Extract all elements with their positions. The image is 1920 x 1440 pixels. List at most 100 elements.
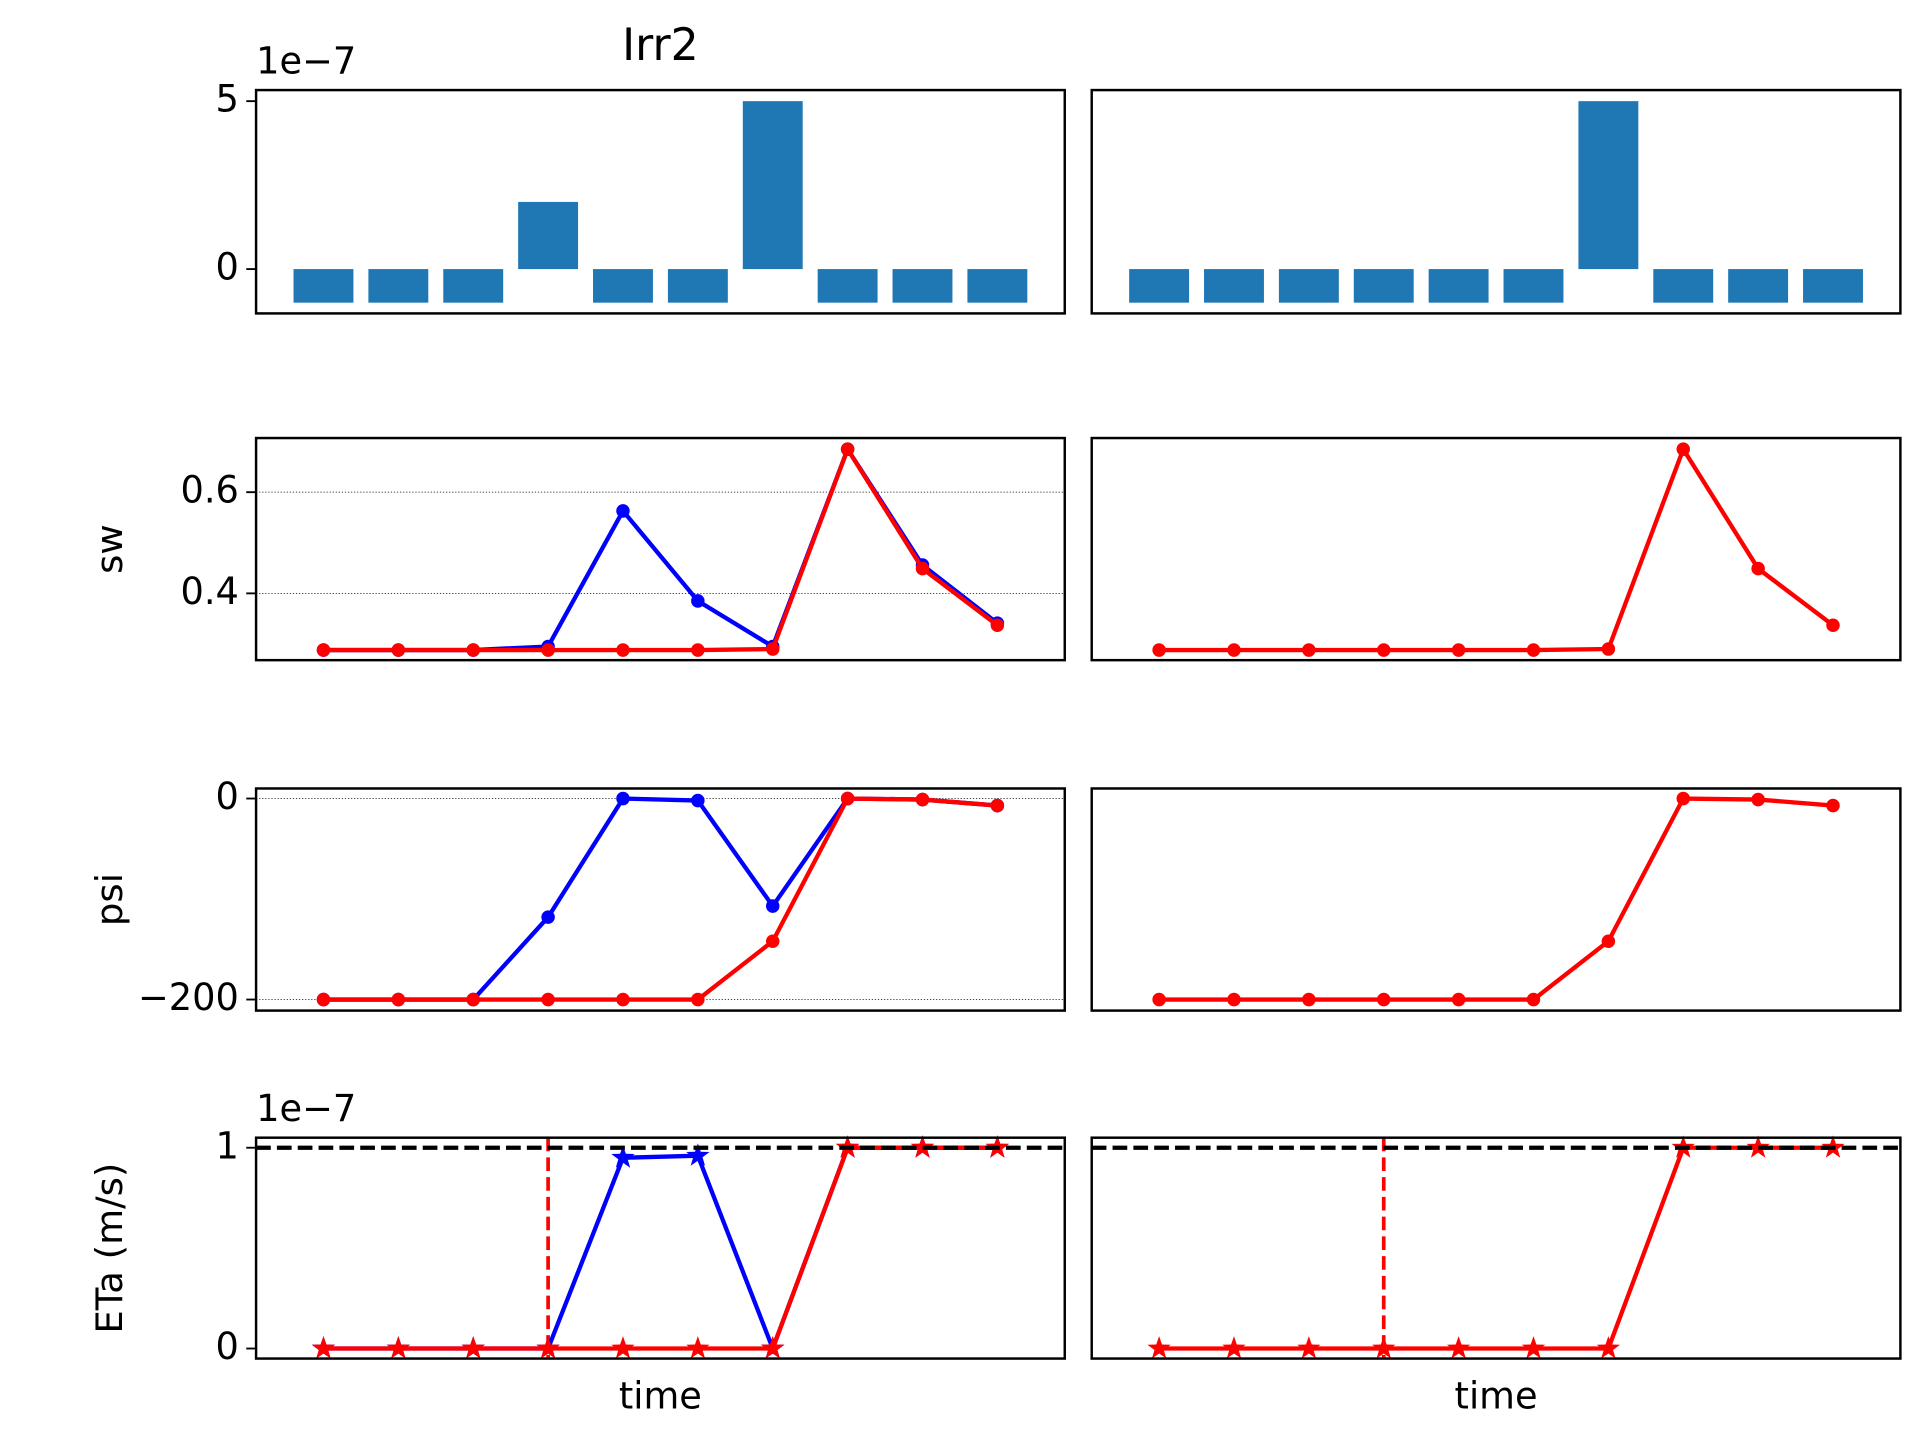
point-marker bbox=[1377, 643, 1391, 657]
star-marker bbox=[1222, 1336, 1246, 1359]
axes-frame bbox=[1090, 88, 1902, 315]
point-marker bbox=[765, 934, 780, 949]
bar bbox=[1278, 269, 1339, 303]
point-marker bbox=[840, 791, 855, 806]
axes-frame bbox=[1090, 1136, 1902, 1360]
star-marker bbox=[1446, 1336, 1471, 1359]
point-marker bbox=[990, 618, 1005, 633]
y-tick-label: 1 bbox=[216, 1124, 239, 1167]
point-marker bbox=[616, 504, 630, 518]
series-line bbox=[1159, 444, 1835, 653]
point-marker bbox=[1302, 992, 1316, 1007]
point-marker bbox=[1152, 643, 1166, 657]
y-tick-label: 0.6 bbox=[180, 469, 238, 512]
point-marker bbox=[616, 992, 630, 1007]
point-marker bbox=[466, 643, 480, 657]
point-marker bbox=[1526, 643, 1541, 657]
axes-frame bbox=[254, 88, 1066, 315]
offset-text: 1e−7 bbox=[256, 1087, 356, 1130]
point-marker bbox=[1676, 791, 1690, 806]
point-marker bbox=[1751, 792, 1765, 807]
star-marker bbox=[311, 1336, 336, 1359]
star-marker bbox=[461, 1336, 485, 1359]
point-marker bbox=[1751, 561, 1765, 576]
bar bbox=[368, 269, 429, 303]
y-axis-label: psi bbox=[88, 873, 131, 926]
point-marker bbox=[691, 992, 705, 1007]
axes-frame bbox=[254, 436, 1066, 662]
point-marker bbox=[840, 442, 855, 456]
star-marker bbox=[386, 1336, 411, 1359]
x-axis-label: time bbox=[1455, 1374, 1538, 1417]
offset-text: 1e−7 bbox=[256, 39, 356, 82]
point-marker bbox=[316, 643, 331, 657]
star-marker bbox=[761, 1336, 785, 1359]
point-marker bbox=[466, 992, 480, 1007]
point-marker bbox=[691, 793, 705, 808]
bar bbox=[1578, 101, 1639, 270]
point-marker bbox=[915, 792, 930, 807]
bar bbox=[892, 269, 953, 303]
series-line bbox=[323, 1145, 998, 1355]
bar bbox=[1428, 269, 1489, 303]
series-line bbox=[323, 444, 999, 653]
point-marker bbox=[1826, 798, 1840, 813]
bar bbox=[593, 269, 653, 303]
x-axis-label: time bbox=[619, 1374, 702, 1417]
y-axis-label: sw bbox=[88, 524, 131, 574]
star-marker bbox=[536, 1336, 560, 1359]
y-tick-label: 0 bbox=[216, 246, 239, 289]
star-marker bbox=[686, 1143, 710, 1166]
star-marker bbox=[1596, 1336, 1621, 1359]
star-marker bbox=[910, 1135, 935, 1158]
point-marker bbox=[1227, 643, 1241, 657]
axes-frame bbox=[254, 787, 1066, 1012]
point-marker bbox=[1152, 992, 1166, 1007]
y-tick-label: −200 bbox=[138, 976, 239, 1019]
star-marker bbox=[611, 1145, 635, 1168]
bar bbox=[1728, 269, 1789, 303]
star-marker bbox=[611, 1336, 635, 1359]
bar bbox=[293, 269, 354, 303]
point-marker bbox=[391, 992, 406, 1007]
point-marker bbox=[765, 642, 780, 656]
bar bbox=[518, 201, 579, 270]
point-marker bbox=[541, 992, 555, 1007]
star-marker bbox=[1147, 1336, 1171, 1359]
bar bbox=[443, 269, 504, 303]
point-marker bbox=[691, 643, 705, 657]
point-marker bbox=[915, 561, 930, 576]
y-tick-label: 0.4 bbox=[180, 570, 238, 613]
series-line bbox=[1159, 1145, 1834, 1351]
y-axis-label: ETa (m/s) bbox=[88, 1163, 131, 1334]
star-marker bbox=[1521, 1336, 1546, 1359]
point-marker bbox=[1451, 643, 1466, 657]
series-line bbox=[323, 796, 998, 1002]
point-marker bbox=[541, 643, 555, 657]
bar bbox=[1129, 269, 1190, 303]
bar bbox=[1353, 269, 1414, 303]
axes-frame bbox=[254, 1136, 1066, 1360]
star-marker bbox=[1297, 1336, 1321, 1359]
point-marker bbox=[1377, 992, 1391, 1007]
point-marker bbox=[1601, 642, 1616, 656]
bar bbox=[1803, 269, 1863, 303]
star-marker bbox=[1372, 1336, 1396, 1359]
point-marker bbox=[691, 594, 705, 608]
y-tick-label: 0 bbox=[216, 775, 239, 818]
series-line bbox=[323, 796, 998, 1002]
point-marker bbox=[1302, 643, 1316, 657]
point-marker bbox=[391, 643, 406, 657]
point-marker bbox=[1451, 992, 1466, 1007]
bar bbox=[1204, 269, 1264, 303]
point-marker bbox=[990, 798, 1005, 813]
bar bbox=[667, 269, 728, 303]
bar bbox=[1653, 269, 1714, 303]
y-tick-label: 5 bbox=[216, 78, 239, 121]
axes-frame bbox=[1090, 436, 1902, 662]
point-marker bbox=[1227, 992, 1241, 1007]
bar bbox=[817, 269, 878, 303]
series-line bbox=[323, 1145, 998, 1351]
